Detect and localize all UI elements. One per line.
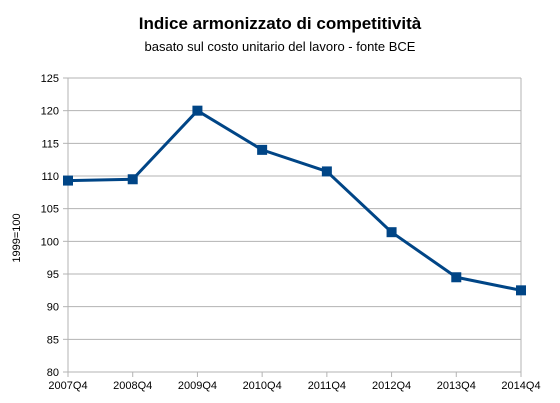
y-tick-label: 85: [47, 334, 59, 346]
gridlines: [68, 77, 521, 373]
y-tick-label: 80: [47, 367, 59, 379]
data-point: [321, 166, 332, 177]
x-tick-label: 2007Q4: [48, 380, 87, 392]
y-tick-labels: 80 85 90 95 100 105 110 115 120 125: [41, 73, 59, 379]
data-point: [451, 272, 462, 283]
x-tick-label: 2009Q4: [178, 380, 217, 392]
x-tick-label: 2013Q4: [437, 380, 476, 392]
data-point: [63, 175, 73, 186]
y-axis-label: 1999=100: [11, 213, 23, 262]
chart-title: Indice armonizzato di competitività: [138, 14, 422, 33]
y-tick-label: 120: [41, 106, 59, 118]
x-tick-labels: 2007Q4 2008Q4 2009Q4 2010Q4 2011Q4 2012Q4 2013…: [48, 380, 540, 392]
data-point: [516, 285, 526, 296]
y-tick-label: 95: [47, 269, 59, 281]
y-tick-label: 100: [41, 236, 59, 248]
chart-subtitle: basato sul costo unitario del lavoro - f…: [144, 39, 416, 54]
y-tick-label: 110: [41, 171, 59, 183]
x-tick-label: 2014Q4: [501, 380, 540, 392]
data-point: [127, 174, 138, 185]
data-point: [192, 105, 203, 116]
series-line: [67, 109, 522, 292]
y-tick-label: 115: [41, 138, 59, 150]
axes: [63, 77, 522, 377]
x-tick-label: 2008Q4: [113, 380, 152, 392]
data-point: [257, 144, 268, 155]
x-tick-label: 2011Q4: [308, 380, 346, 392]
y-tick-label: 90: [47, 302, 59, 314]
x-tick-label: 2012Q4: [372, 380, 411, 392]
data-point: [386, 227, 397, 238]
y-tick-label: 105: [41, 204, 59, 216]
y-tick-label: 125: [41, 73, 59, 85]
x-tick-label: 2010Q4: [243, 380, 282, 392]
series: [63, 105, 526, 296]
